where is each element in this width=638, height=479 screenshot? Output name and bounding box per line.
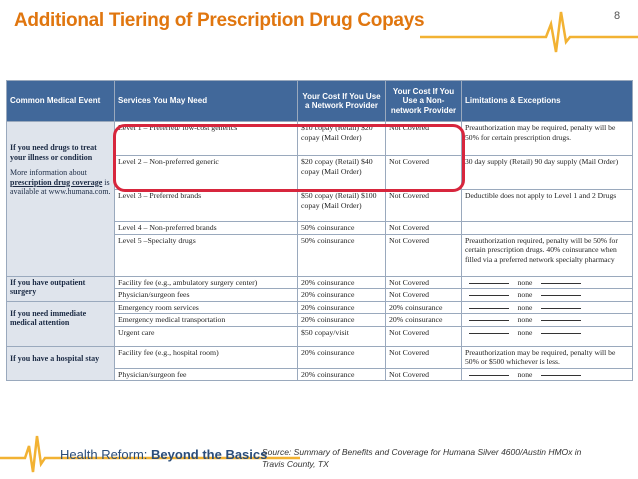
service-cell: Emergency room services xyxy=(114,300,298,314)
brand-emphasis: Beyond the Basics xyxy=(151,447,268,462)
network-cost-cell: 20% coinsurance xyxy=(297,275,386,289)
non-network-cost-cell: Not Covered xyxy=(385,345,462,369)
non-network-cost-cell: Not Covered xyxy=(385,288,462,302)
none-value: none xyxy=(465,290,585,300)
ekg-line-decoration-bottom xyxy=(0,435,300,473)
source-note: Source: Summary of Benefits and Coverage… xyxy=(262,446,602,470)
limitations-cell xyxy=(461,221,633,235)
table-row: Level 5 –Specialty drugs 50% coinsurance… xyxy=(7,233,633,277)
table-row: If you have outpatient surgery Facility … xyxy=(6,275,633,302)
non-network-cost-cell: 20% coinsurance xyxy=(385,313,462,327)
network-cost-cell: 20% coinsurance xyxy=(297,345,386,369)
table-row: Level 4 – Non-preferred brands 50% coins… xyxy=(7,221,633,235)
limitations-cell: Preauthorization may be required, penalt… xyxy=(461,345,633,369)
limitations-cell: none xyxy=(461,325,633,347)
non-network-cost-cell: Not Covered xyxy=(385,233,462,277)
service-cell: Facility fee (e.g., hospital room) xyxy=(114,345,298,369)
limitations-cell: none xyxy=(461,367,633,381)
event-info: More information about prescription drug… xyxy=(10,168,111,197)
limitations-cell: Preauthorization may be required, penalt… xyxy=(461,121,633,156)
event-cell-hospital: If you have a hospital stay xyxy=(6,345,115,381)
event-label: If you have a hospital stay xyxy=(10,353,100,363)
limitations-cell: none xyxy=(461,288,633,302)
non-network-cost-cell: 20% coinsurance xyxy=(385,300,462,314)
non-network-cost-cell: Not Covered xyxy=(385,275,462,289)
limitations-cell: 30 day supply (Retail) 90 day supply (Ma… xyxy=(461,155,633,190)
none-value: none xyxy=(465,328,585,338)
source-label: Source: xyxy=(262,447,292,457)
event-cell-drugs: If you need drugs to treat your illness … xyxy=(6,121,115,277)
page-number: 8 xyxy=(614,10,621,22)
non-network-cost-cell: Not Covered xyxy=(385,367,462,381)
brand-prefix: Health Reform: xyxy=(60,447,148,462)
network-cost-cell: 20% coinsurance xyxy=(297,367,386,381)
column-header: Services You May Need xyxy=(114,80,298,122)
column-header: Your Cost If You Use a Non-network Provi… xyxy=(385,80,462,122)
event-label: If you need immediate medical attention xyxy=(10,308,87,328)
service-cell: Urgent care xyxy=(114,325,298,347)
event-cell-immediate: If you need immediate medical attention xyxy=(6,300,115,347)
non-network-cost-cell: Not Covered xyxy=(385,189,462,222)
network-cost-cell: 50% coinsurance xyxy=(297,233,386,277)
non-network-cost-cell: Not Covered xyxy=(385,325,462,347)
service-cell: Facility fee (e.g., ambulatory surgery c… xyxy=(114,275,298,289)
limitations-cell: Preauthorization required, penalty will … xyxy=(461,233,633,277)
table-row: If you have a hospital stay Facility fee… xyxy=(6,345,633,381)
limitations-cell: none xyxy=(461,300,633,314)
network-cost-cell: 20% coinsurance xyxy=(297,288,386,302)
info-link[interactable]: prescription drug coverage xyxy=(10,177,103,187)
slide-title: Additional Tiering of Prescription Drug … xyxy=(14,10,425,31)
service-cell: Physician/surgeon fees xyxy=(114,288,298,302)
service-cell: Physician/surgeon fee xyxy=(114,367,298,381)
footer-brand: Health Reform: Beyond the Basics xyxy=(60,447,267,462)
service-cell: Level 5 –Specialty drugs xyxy=(114,233,298,277)
event-cell-outpatient: If you have outpatient surgery xyxy=(6,275,115,302)
none-value: none xyxy=(465,303,585,313)
limitations-cell: none xyxy=(461,313,633,327)
none-value: none xyxy=(465,315,585,325)
column-header: Limitations & Exceptions xyxy=(461,80,633,122)
network-cost-cell: 50% coinsurance xyxy=(297,221,386,235)
ekg-line-decoration-top xyxy=(420,11,638,53)
service-cell: Level 4 – Non-preferred brands xyxy=(114,221,298,235)
network-cost-cell: 20% coinsurance xyxy=(297,313,386,327)
info-text: More information about xyxy=(10,168,87,177)
table-row: Physician/surgeon fee 20% coinsurance No… xyxy=(7,367,633,381)
limitations-cell: none xyxy=(461,275,633,289)
column-header: Your Cost If You Use a Network Provider xyxy=(297,80,386,122)
table-header-row: Common Medical Event Services You May Ne… xyxy=(6,80,633,122)
table-row: If you need immediate medical attention … xyxy=(6,300,633,347)
limitations-cell: Deductible does not apply to Level 1 and… xyxy=(461,189,633,222)
none-value: none xyxy=(465,278,585,288)
network-cost-cell: $50 copay/visit xyxy=(297,325,386,347)
column-header: Common Medical Event xyxy=(6,80,115,122)
benefits-table: Common Medical Event Services You May Ne… xyxy=(6,80,633,381)
non-network-cost-cell: Not Covered xyxy=(385,221,462,235)
network-cost-cell: 20% coinsurance xyxy=(297,300,386,314)
highlight-box xyxy=(113,124,465,192)
info-text: is available at www.humana.com. xyxy=(10,177,111,197)
event-label: If you need drugs to treat your illness … xyxy=(10,143,97,162)
non-network-cost-cell: Not Covered xyxy=(385,155,462,190)
service-cell: Level 3 – Preferred brands xyxy=(114,189,298,222)
service-cell: Level 2 – Non-preferred generic xyxy=(114,155,298,190)
service-cell: Emergency medical transportation xyxy=(114,313,298,327)
network-cost-cell: $20 copay (Retail) $40 copay (Mail Order… xyxy=(297,155,386,190)
none-value: none xyxy=(465,370,585,380)
network-cost-cell: $50 copay (Retail) $100 copay (Mail Orde… xyxy=(297,189,386,222)
source-text: Summary of Benefits and Coverage for Hum… xyxy=(262,447,582,469)
